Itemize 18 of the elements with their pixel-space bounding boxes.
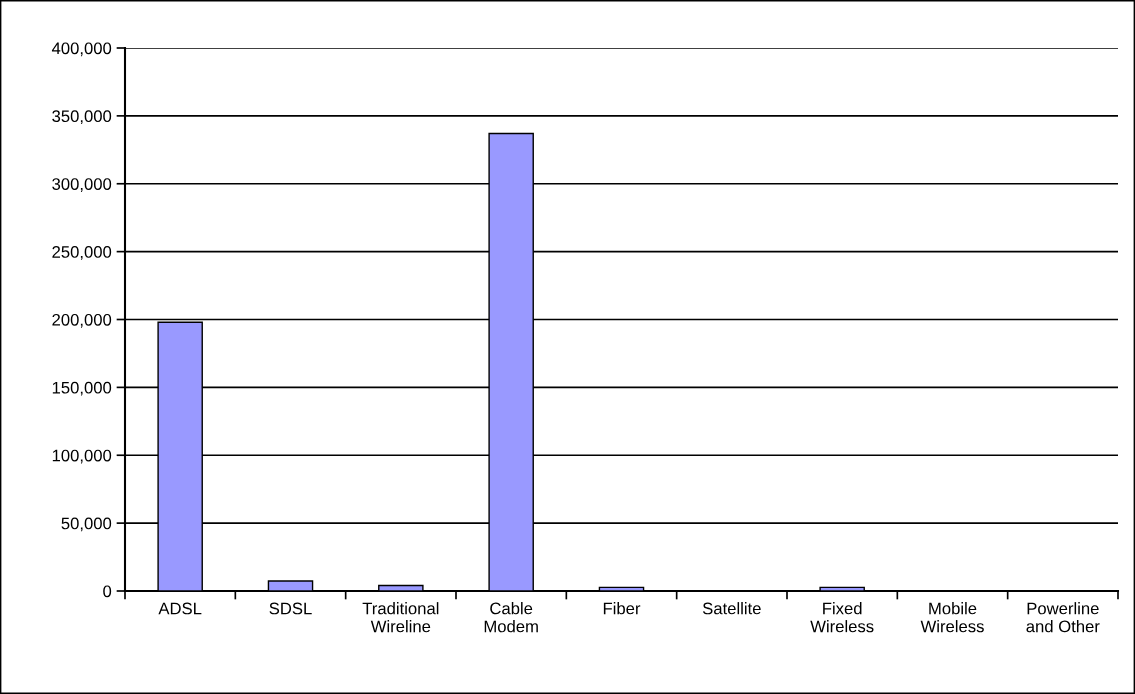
y-tick-label: 150,000	[52, 381, 112, 396]
x-tick-label: Fixed Wireless	[810, 602, 874, 633]
y-tick-label: 200,000	[52, 313, 112, 328]
y-tick-label: 100,000	[52, 449, 112, 464]
y-tick-label: 0	[103, 585, 112, 598]
x-tick-label: ADSL	[158, 602, 202, 615]
x-tick-label: SDSL	[269, 602, 312, 615]
y-tick-label: 300,000	[52, 178, 112, 192]
x-tick-label: Fiber	[603, 602, 641, 615]
x-tick-label: Traditional Wireline	[362, 602, 439, 633]
x-tick-label: Powerline and Other	[1026, 602, 1100, 633]
y-tick-label: 250,000	[52, 246, 112, 260]
x-tick-label: Satellite	[702, 602, 761, 615]
y-tick-label: 50,000	[61, 517, 112, 532]
y-tick-label: 350,000	[52, 110, 112, 125]
x-tick-label: Cable Modem	[484, 602, 538, 633]
x-tick-label: Mobile Wireless	[920, 602, 984, 633]
y-tick-label: 400,000	[51, 42, 112, 57]
